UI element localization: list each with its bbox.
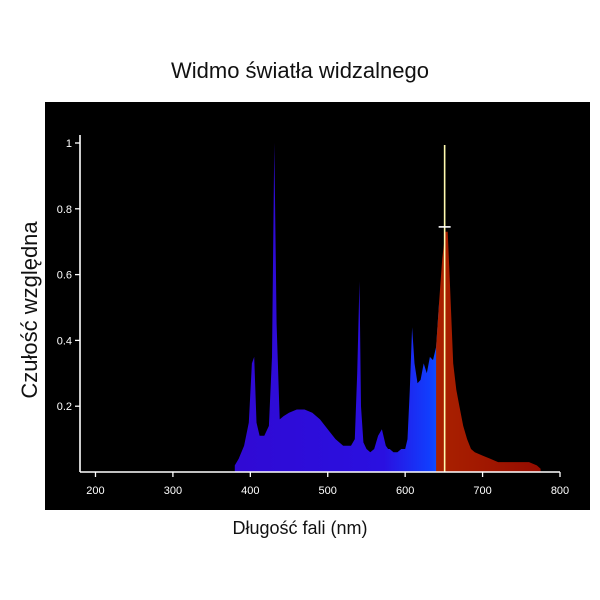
x-axis-label: Długość fali (nm) bbox=[232, 518, 368, 538]
spectrum-layer bbox=[234, 143, 541, 472]
marker-layer bbox=[438, 145, 451, 472]
y-tick-label: 1 bbox=[66, 138, 72, 150]
x-tick-label: 800 bbox=[551, 485, 569, 497]
y-tick-label: 0.8 bbox=[57, 204, 72, 216]
spectrum-area-series bbox=[234, 143, 440, 472]
y-tick-label: 0.2 bbox=[57, 401, 72, 413]
spectrum-area-red bbox=[436, 231, 541, 472]
y-tick-label: 0.4 bbox=[57, 335, 72, 347]
chart-title: Widmo światła widzalnego bbox=[171, 58, 429, 83]
x-tick-label: 300 bbox=[164, 485, 182, 497]
x-tick-label: 600 bbox=[396, 485, 414, 497]
x-tick-label: 700 bbox=[473, 485, 491, 497]
x-tick-label: 500 bbox=[319, 485, 337, 497]
y-tick-label: 0.6 bbox=[57, 270, 72, 282]
x-tick-label: 400 bbox=[241, 485, 259, 497]
x-tick-label: 200 bbox=[86, 485, 104, 497]
axes-layer: 0.2 0.4 0.6 0.8 1 200 300 400 500 600 700 800 bbox=[57, 135, 569, 497]
